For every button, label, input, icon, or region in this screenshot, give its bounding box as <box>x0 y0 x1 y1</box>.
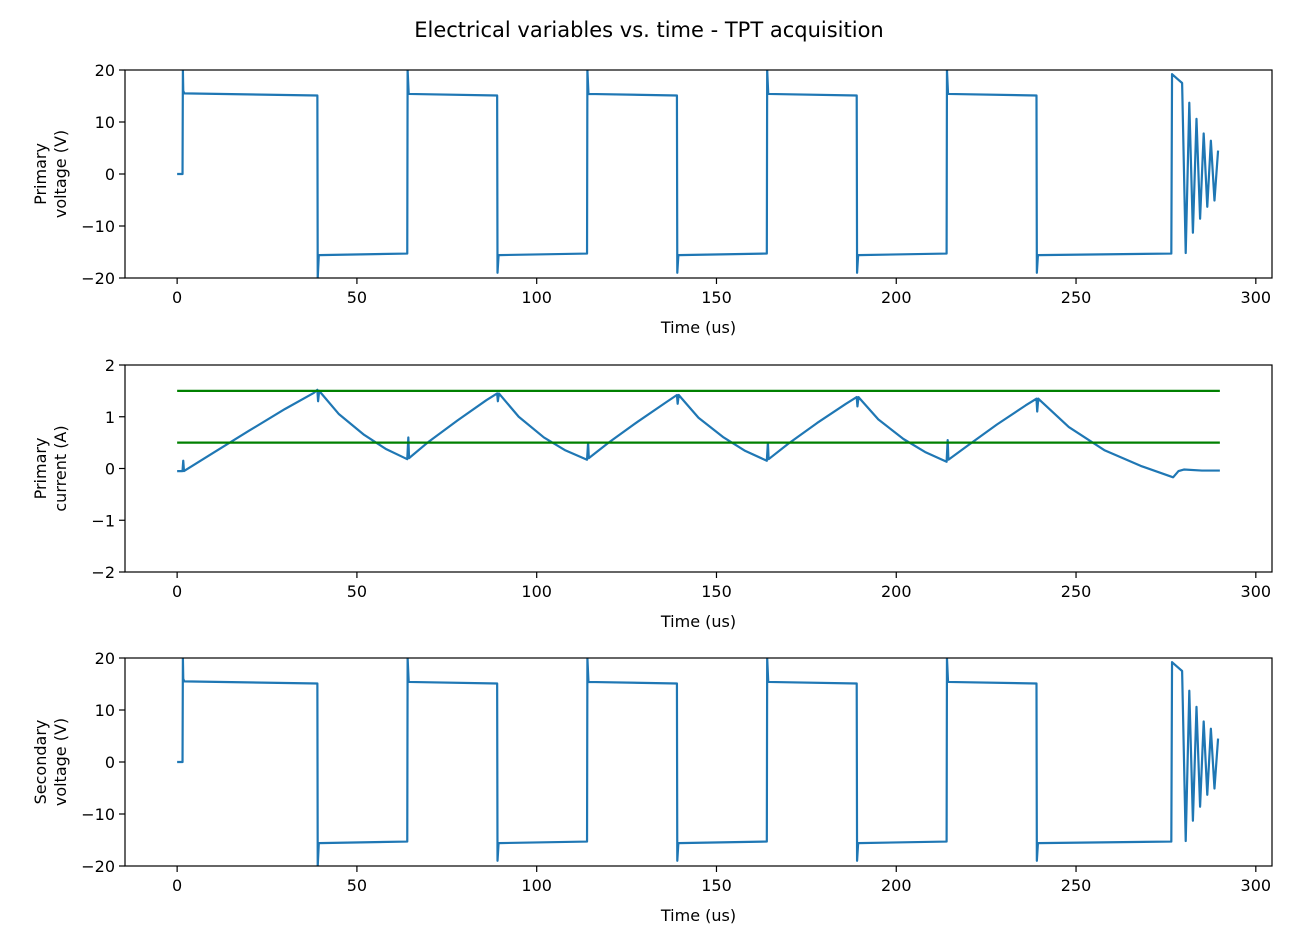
signal-line <box>177 70 1220 278</box>
signal-line <box>177 388 1220 479</box>
y-tick-label: 1 <box>105 408 115 427</box>
y-tick-label: 10 <box>95 113 115 132</box>
y-tick-label: 0 <box>105 460 115 479</box>
y-tick-label: 2 <box>105 356 115 375</box>
y-axis-label-line: voltage (V) <box>51 718 70 806</box>
y-axis-label-line: voltage (V) <box>51 130 70 218</box>
x-axis-label: Time (us) <box>660 612 736 631</box>
x-tick-label: 250 <box>1061 288 1092 307</box>
x-tick-label: 50 <box>347 582 367 601</box>
series-group <box>177 658 1220 866</box>
panel-secondary-voltage: 0 50 100 150 200 250 300 −20 −10 0 10 20 Time (us) Se… <box>31 649 1273 925</box>
x-tick-label: 50 <box>347 288 367 307</box>
y-tick-label: −2 <box>91 563 115 582</box>
x-tick-label: 100 <box>521 582 552 601</box>
y-axis-label-line: current (A) <box>51 425 70 511</box>
x-tick-label: 300 <box>1241 876 1272 895</box>
x-tick-label: 200 <box>881 288 912 307</box>
panel-primary-current: 0 50 100 150 200 250 300 −2 −1 0 1 2 Time (us) Primar… <box>31 356 1273 631</box>
x-tick-label: 100 <box>521 876 552 895</box>
y-tick-label: 0 <box>105 753 115 772</box>
x-tick-label: 200 <box>881 582 912 601</box>
y-tick-label: 20 <box>95 61 115 80</box>
x-tick-label: 200 <box>881 876 912 895</box>
y-tick-label: −20 <box>81 269 115 288</box>
x-tick-label: 250 <box>1061 582 1092 601</box>
x-axis-label: Time (us) <box>660 318 736 337</box>
series-group <box>177 70 1220 278</box>
signal-line <box>177 658 1220 866</box>
y-axis-label-line: Secondary <box>31 720 50 805</box>
x-tick-label: 150 <box>701 876 732 895</box>
y-axis-label-line: Primary <box>31 143 50 205</box>
x-tick-label: 50 <box>347 876 367 895</box>
y-tick-label: −20 <box>81 857 115 876</box>
x-axis-label: Time (us) <box>660 906 736 925</box>
x-tick-label: 300 <box>1241 288 1272 307</box>
panel-primary-voltage: 0 50 100 150 200 250 300 −20 −10 0 10 20 Time (us) Pr… <box>31 61 1273 337</box>
y-tick-label: 20 <box>95 649 115 668</box>
y-tick-label: 10 <box>95 701 115 720</box>
x-tick-label: 300 <box>1241 582 1272 601</box>
y-tick-label: −1 <box>91 511 115 530</box>
y-axis-label: Secondaryvoltage (V) <box>31 718 70 806</box>
y-axis-label-line: Primary <box>31 438 50 500</box>
y-tick-label: 0 <box>105 165 115 184</box>
x-tick-label: 0 <box>172 876 182 895</box>
y-tick-label: −10 <box>81 805 115 824</box>
y-axis-label: Primaryvoltage (V) <box>31 130 70 218</box>
series-group <box>177 388 1220 479</box>
x-tick-label: 250 <box>1061 876 1092 895</box>
x-tick-label: 150 <box>701 288 732 307</box>
x-tick-label: 100 <box>521 288 552 307</box>
x-tick-label: 0 <box>172 582 182 601</box>
x-tick-label: 0 <box>172 288 182 307</box>
y-axis-label: Primarycurrent (A) <box>31 425 70 511</box>
y-tick-label: −10 <box>81 217 115 236</box>
x-tick-label: 150 <box>701 582 732 601</box>
figure-title: Electrical variables vs. time - TPT acqu… <box>414 18 884 42</box>
